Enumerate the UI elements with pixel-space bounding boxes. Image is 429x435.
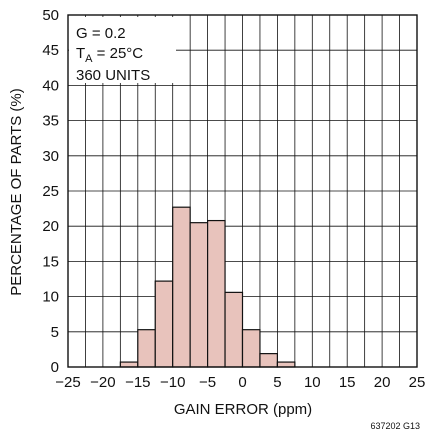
- histogram-bar: [119, 361, 139, 368]
- annotation-temp-subscript: A: [85, 53, 93, 65]
- histogram-bars: [119, 206, 296, 368]
- x-axis-title: GAIN ERROR (ppm): [174, 401, 312, 418]
- histogram-bar: [241, 329, 261, 368]
- x-tick-label: 0: [238, 374, 246, 391]
- y-tick-label: 25: [42, 183, 59, 200]
- x-tick-labels: −25 −20 −15 −10 −5 0 5 10 15 20 25: [55, 374, 425, 391]
- histogram-bar: [276, 361, 296, 368]
- x-tick-label: −20: [90, 374, 115, 391]
- x-tick-label: 20: [374, 374, 391, 391]
- y-axis-title: PERCENTAGE OF PARTS (%): [8, 88, 25, 296]
- x-tick-label: −15: [125, 374, 150, 391]
- histogram-bar: [224, 291, 244, 368]
- annotation-temp-prefix: T: [76, 45, 85, 62]
- x-tick-label: −5: [199, 374, 216, 391]
- x-tick-label: 5: [273, 374, 281, 391]
- y-tick-label: 45: [42, 42, 59, 59]
- annotation-backdrop: [69, 17, 176, 83]
- y-tick-label: 35: [42, 113, 59, 130]
- y-tick-label: 5: [51, 324, 59, 341]
- y-tick-labels: 0 5 10 15 20 25 30 35 40 45 50: [42, 7, 59, 376]
- x-tick-label: 10: [304, 374, 321, 391]
- y-tick-label: 0: [51, 359, 59, 376]
- annotation-temp-suffix: = 25°C: [93, 45, 144, 62]
- plot-frame: [67, 14, 418, 368]
- x-tick-label: −10: [160, 374, 185, 391]
- x-tick-label: 15: [339, 374, 356, 391]
- histogram-bar: [259, 353, 279, 368]
- y-tick-label: 50: [42, 7, 59, 24]
- annotation-temperature: TA = 25°C: [76, 45, 143, 65]
- y-tick-label: 30: [42, 148, 59, 165]
- histogram-bar: [137, 329, 156, 368]
- y-tick-label: 15: [42, 253, 59, 270]
- y-tick-label: 20: [42, 218, 59, 235]
- x-tick-label: 25: [409, 374, 426, 391]
- y-tick-label: 40: [42, 77, 59, 94]
- histogram-bar: [189, 222, 209, 368]
- histogram-bar: [207, 219, 226, 368]
- y-tick-label: 10: [42, 289, 59, 306]
- histogram-bar: [172, 206, 191, 368]
- figure-code: 637202 G13: [370, 421, 420, 431]
- histogram-bar: [154, 280, 174, 368]
- x-tick-label: −25: [55, 374, 80, 391]
- annotation-gain: G = 0.2: [76, 25, 126, 42]
- annotation-units: 360 UNITS: [76, 67, 150, 84]
- plot-border: [67, 14, 418, 368]
